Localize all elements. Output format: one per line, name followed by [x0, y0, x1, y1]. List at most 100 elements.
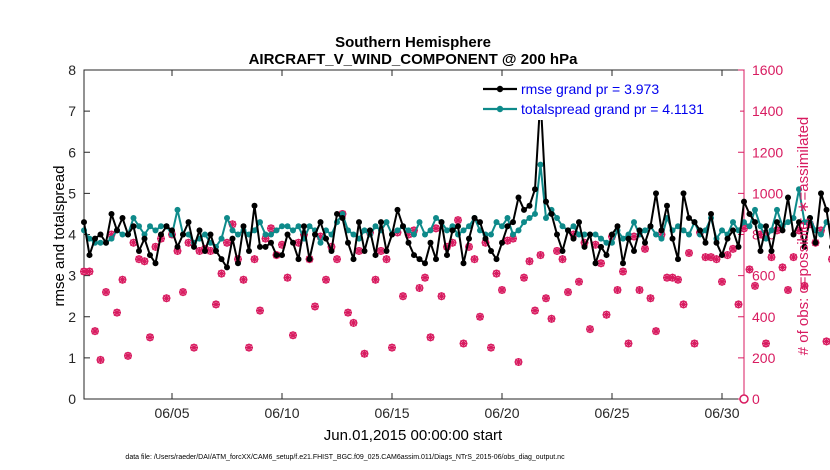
obs-assimilated-point [569, 230, 578, 239]
obs-assimilated-point [481, 238, 490, 247]
y-tick-label: 1 [68, 350, 76, 366]
obs-assimilated-point [564, 288, 572, 297]
spread-point [801, 219, 808, 226]
rmse-point [345, 239, 351, 246]
rmse-point [174, 243, 181, 250]
obs-assimilated-point [239, 275, 248, 284]
spread-point [433, 215, 439, 222]
rmse-point [444, 252, 450, 259]
y-tick-label: 0 [68, 391, 76, 407]
rmse-point [823, 206, 830, 213]
rmse-point [620, 260, 626, 267]
spread-point [515, 227, 522, 234]
spread-point [653, 231, 659, 238]
obs-assimilated-point [762, 339, 770, 348]
rmse-point [680, 190, 687, 197]
y-tick-label: 8 [68, 62, 76, 78]
rmse-point [658, 227, 665, 234]
obs-assimilated-point [283, 273, 292, 282]
rmse-point [383, 247, 390, 254]
spread-point [719, 227, 725, 234]
rmse-point [268, 239, 274, 246]
spread-point [796, 186, 802, 193]
rmse-point [246, 247, 252, 254]
y-tick-label: 3 [68, 268, 76, 284]
obs-assimilated-point [300, 230, 308, 239]
spread-point [251, 227, 258, 234]
rmse-point [526, 202, 533, 209]
x-tick-label: 06/30 [704, 405, 739, 421]
rmse-point [779, 227, 786, 234]
y-tick-label: 4 [68, 227, 76, 243]
rmse-point [119, 215, 126, 222]
rmse-point [570, 235, 577, 242]
rmse-point [328, 247, 335, 254]
obs-assimilated-point [289, 331, 297, 340]
spread-point [466, 223, 472, 230]
x-tick-label: 06/15 [374, 405, 409, 421]
obs-assimilated-point [542, 294, 550, 303]
rmse-point [185, 219, 192, 226]
spread-point [174, 206, 181, 213]
spread-point [521, 219, 527, 226]
rmse-point [169, 227, 175, 234]
obs-assimilated-point [536, 251, 545, 260]
obs-assimilated-point [179, 288, 187, 297]
rmse-point [807, 215, 813, 222]
x-tick-label: 06/25 [594, 405, 629, 421]
rmse-point [477, 219, 483, 226]
obs-assimilated-point [641, 244, 649, 253]
legend-spread-marker [496, 105, 504, 113]
y-tick-label: 2 [68, 309, 76, 325]
obs-assimilated-point [514, 357, 523, 366]
spread-point [642, 227, 648, 234]
obs-assimilated-point [690, 339, 699, 348]
rmse-point [251, 202, 258, 209]
rmse-point [636, 227, 643, 234]
obs-assimilated-point [404, 230, 413, 239]
spread-point [598, 235, 604, 242]
spread-point [554, 215, 560, 222]
obs-assimilated-point [723, 251, 732, 260]
obs-assimilated-point [597, 259, 605, 268]
obs-assimilated-point [333, 255, 341, 264]
obs-assimilated-point [426, 333, 435, 342]
obs-assimilated-point [421, 273, 429, 282]
spread-point [372, 223, 379, 230]
spread-point [488, 231, 494, 238]
obs-assimilated-point [118, 275, 127, 284]
rmse-point [130, 223, 137, 230]
data-file-footnote: data file: /Users/raeder/DAI/ATM_forcXX/… [125, 454, 565, 461]
spread-point [97, 239, 104, 246]
rmse-point [504, 223, 511, 230]
obs-assimilated-point [85, 267, 94, 276]
x-tick-label: 06/10 [264, 405, 299, 421]
spread-point [746, 223, 753, 230]
obs-assimilated-point [80, 267, 88, 276]
legend: rmse grand pr = 3.973 totalspread grand … [476, 76, 740, 120]
obs-assimilated-point [756, 230, 765, 239]
spread-point [460, 227, 467, 234]
rmse-point [367, 227, 373, 234]
spread-point [449, 223, 456, 230]
spread-point [658, 235, 665, 242]
rmse-point [774, 219, 780, 226]
obs-assimilated-point [613, 286, 622, 295]
obs-assimilated-point [91, 327, 99, 336]
spread-point [493, 219, 500, 226]
rmse-point [812, 239, 819, 246]
spread-point [768, 227, 775, 234]
spread-point [559, 223, 566, 230]
obs-assimilated-point [195, 246, 204, 255]
rmse-point [180, 231, 186, 238]
rmse-point [191, 243, 197, 250]
obs-assimilated-point [470, 255, 479, 264]
rmse-point [482, 235, 489, 242]
obs-assimilated-point [509, 234, 517, 243]
y-axis-label: rmse and totalspread [51, 166, 68, 307]
rmse-point [576, 219, 582, 226]
obs-assimilated-point [294, 238, 303, 247]
spread-point [774, 206, 780, 213]
spread-point [147, 223, 153, 230]
obs-assimilated-point [784, 286, 792, 295]
